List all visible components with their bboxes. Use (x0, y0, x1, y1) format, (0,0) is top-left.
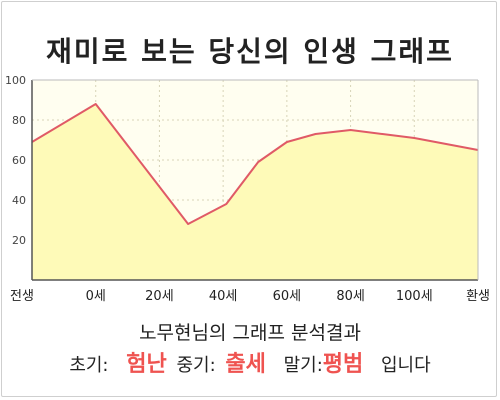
middle-value: 출세 (225, 352, 266, 377)
x-tick-label: 20세 (145, 289, 174, 304)
analysis-title: 노무현님의 그래프 분석결과 (139, 322, 361, 344)
analysis-result: 초기: 험난 중기: 출세 말기:평범 입니다 (0, 346, 500, 378)
y-tick-label: 40 (12, 194, 26, 207)
area-fill (32, 104, 478, 280)
series-line (31, 103, 479, 225)
late-value: 평범 (322, 352, 364, 377)
axes (31, 79, 479, 281)
y-tick-label: 60 (12, 154, 26, 167)
y-tick-label: 80 (12, 114, 26, 127)
x-tick-label: 80세 (336, 289, 365, 304)
early-value: 험난 (126, 352, 167, 377)
x-tick-labels: 전생 0세 20세 40세 60세 80세 100세 환생 (10, 289, 490, 304)
chart-title: 재미로 보는 당신의 인생 그래프 (46, 35, 454, 68)
y-tick-labels: 20 40 60 80 100 (5, 74, 26, 247)
x-tick-label: 100세 (396, 289, 433, 304)
y-tick-label: 20 (12, 234, 26, 247)
x-tick-label: 40세 (209, 289, 238, 304)
y-tick-label: 100 (5, 74, 26, 87)
x-tick-label: 환생 (466, 289, 490, 304)
x-tick-label: 60세 (273, 289, 302, 304)
late-label: 말기: (283, 355, 323, 376)
ending-text: 입니다 (381, 355, 431, 376)
middle-label: 중기: (176, 355, 216, 376)
early-label: 초기: (69, 355, 109, 376)
x-tick-label: 0세 (86, 289, 106, 304)
x-tick-label: 전생 (10, 289, 34, 304)
